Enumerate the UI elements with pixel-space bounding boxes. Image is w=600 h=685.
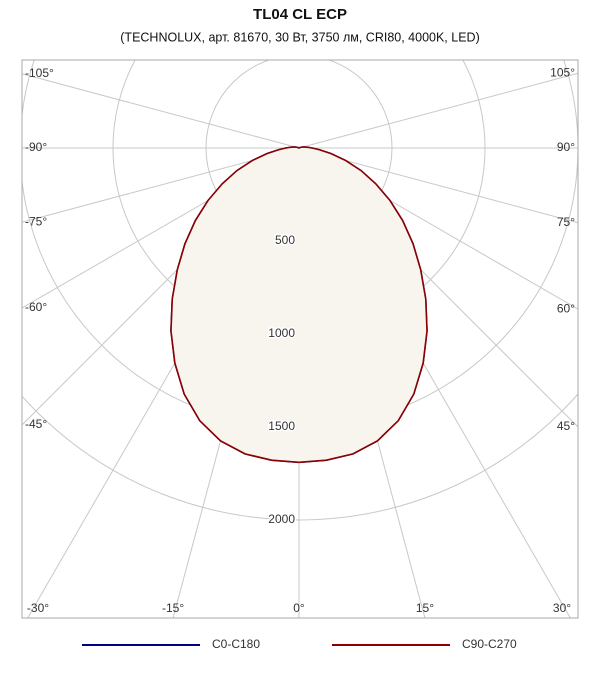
plot-border bbox=[21, 59, 579, 619]
r-tick-label: 2000 bbox=[268, 512, 295, 526]
angle-label: -60° bbox=[25, 300, 47, 314]
angle-label: 45° bbox=[557, 419, 575, 433]
r-tick-label: 1500 bbox=[268, 419, 295, 433]
angle-label: -15° bbox=[162, 601, 184, 615]
angle-label: 75° bbox=[557, 215, 575, 229]
plot-area bbox=[22, 60, 578, 618]
series-line bbox=[170, 146, 428, 464]
angle-label: 90° bbox=[557, 140, 575, 154]
angle-label: -90° bbox=[25, 140, 47, 154]
angle-label: 30° bbox=[553, 601, 571, 615]
angle-label: -45° bbox=[25, 417, 47, 431]
angle-label: 15° bbox=[416, 601, 434, 615]
angle-label: 60° bbox=[557, 301, 575, 315]
grid-ray bbox=[298, 72, 578, 149]
grid-ray bbox=[22, 73, 300, 149]
labels: -105° -90° -75° -60° -45° -30° -15° 0° 15° 30° 45°… bbox=[25, 65, 575, 615]
chart-title: TL04 CL ECP bbox=[253, 6, 347, 23]
angle-label: -105° bbox=[25, 66, 54, 80]
chart-subtitle: (TECHNOLUX, арт. 81670, 30 Вт, 3750 лм, … bbox=[120, 30, 479, 44]
angle-label: -30° bbox=[27, 601, 49, 615]
angle-label: 105° bbox=[550, 65, 575, 79]
angle-label: 0° bbox=[293, 601, 305, 615]
r-tick-label: 500 bbox=[275, 233, 295, 247]
angle-label: -75° bbox=[25, 214, 47, 228]
legend-label: C90-C270 bbox=[462, 637, 517, 651]
legend-label: C0-C180 bbox=[212, 637, 260, 651]
r-tick-label: 1000 bbox=[268, 326, 295, 340]
